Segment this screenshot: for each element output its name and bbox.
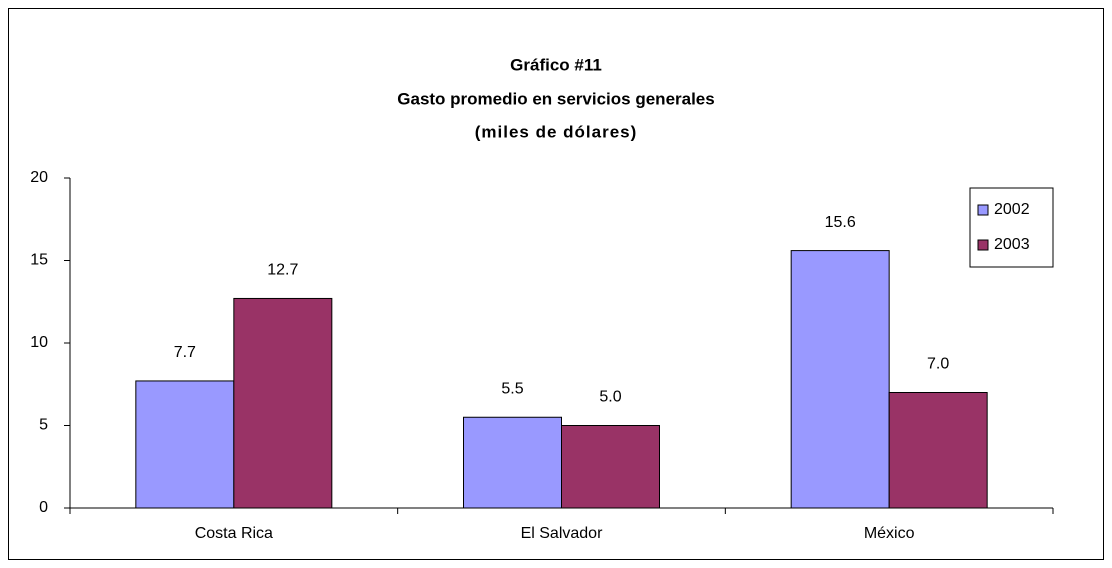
data-label: 5.0 — [599, 389, 621, 406]
legend-label: 2003 — [994, 236, 1030, 253]
bar — [561, 425, 660, 509]
legend-swatch — [977, 204, 989, 216]
x-tick-label: El Salvador — [521, 525, 603, 542]
x-tick-label: México — [864, 525, 915, 542]
data-label: 15.6 — [825, 214, 856, 231]
y-tick-label: 20 — [30, 169, 48, 186]
y-tick-label: 15 — [30, 252, 48, 269]
x-tick-label: Costa Rica — [195, 525, 273, 542]
data-label: 7.7 — [174, 344, 196, 361]
bar — [135, 380, 235, 509]
y-tick-label: 5 — [39, 417, 48, 434]
bar — [790, 250, 890, 509]
bar — [463, 416, 562, 509]
unit-label: (miles de dólares) — [475, 122, 638, 141]
legend-swatch — [977, 239, 989, 251]
data-label: 12.7 — [267, 262, 298, 279]
bar — [888, 392, 988, 509]
legend-label: 2002 — [994, 201, 1030, 218]
bar — [233, 297, 333, 509]
chart-subtitle: Gasto promedio en servicios generales — [397, 89, 714, 108]
chart-title: Gráfico #11 — [510, 55, 602, 74]
data-label: 5.5 — [501, 380, 523, 397]
legend-box — [969, 187, 1054, 268]
y-tick-label: 0 — [39, 499, 48, 516]
data-label: 7.0 — [927, 356, 949, 373]
y-tick-label: 10 — [30, 334, 48, 351]
